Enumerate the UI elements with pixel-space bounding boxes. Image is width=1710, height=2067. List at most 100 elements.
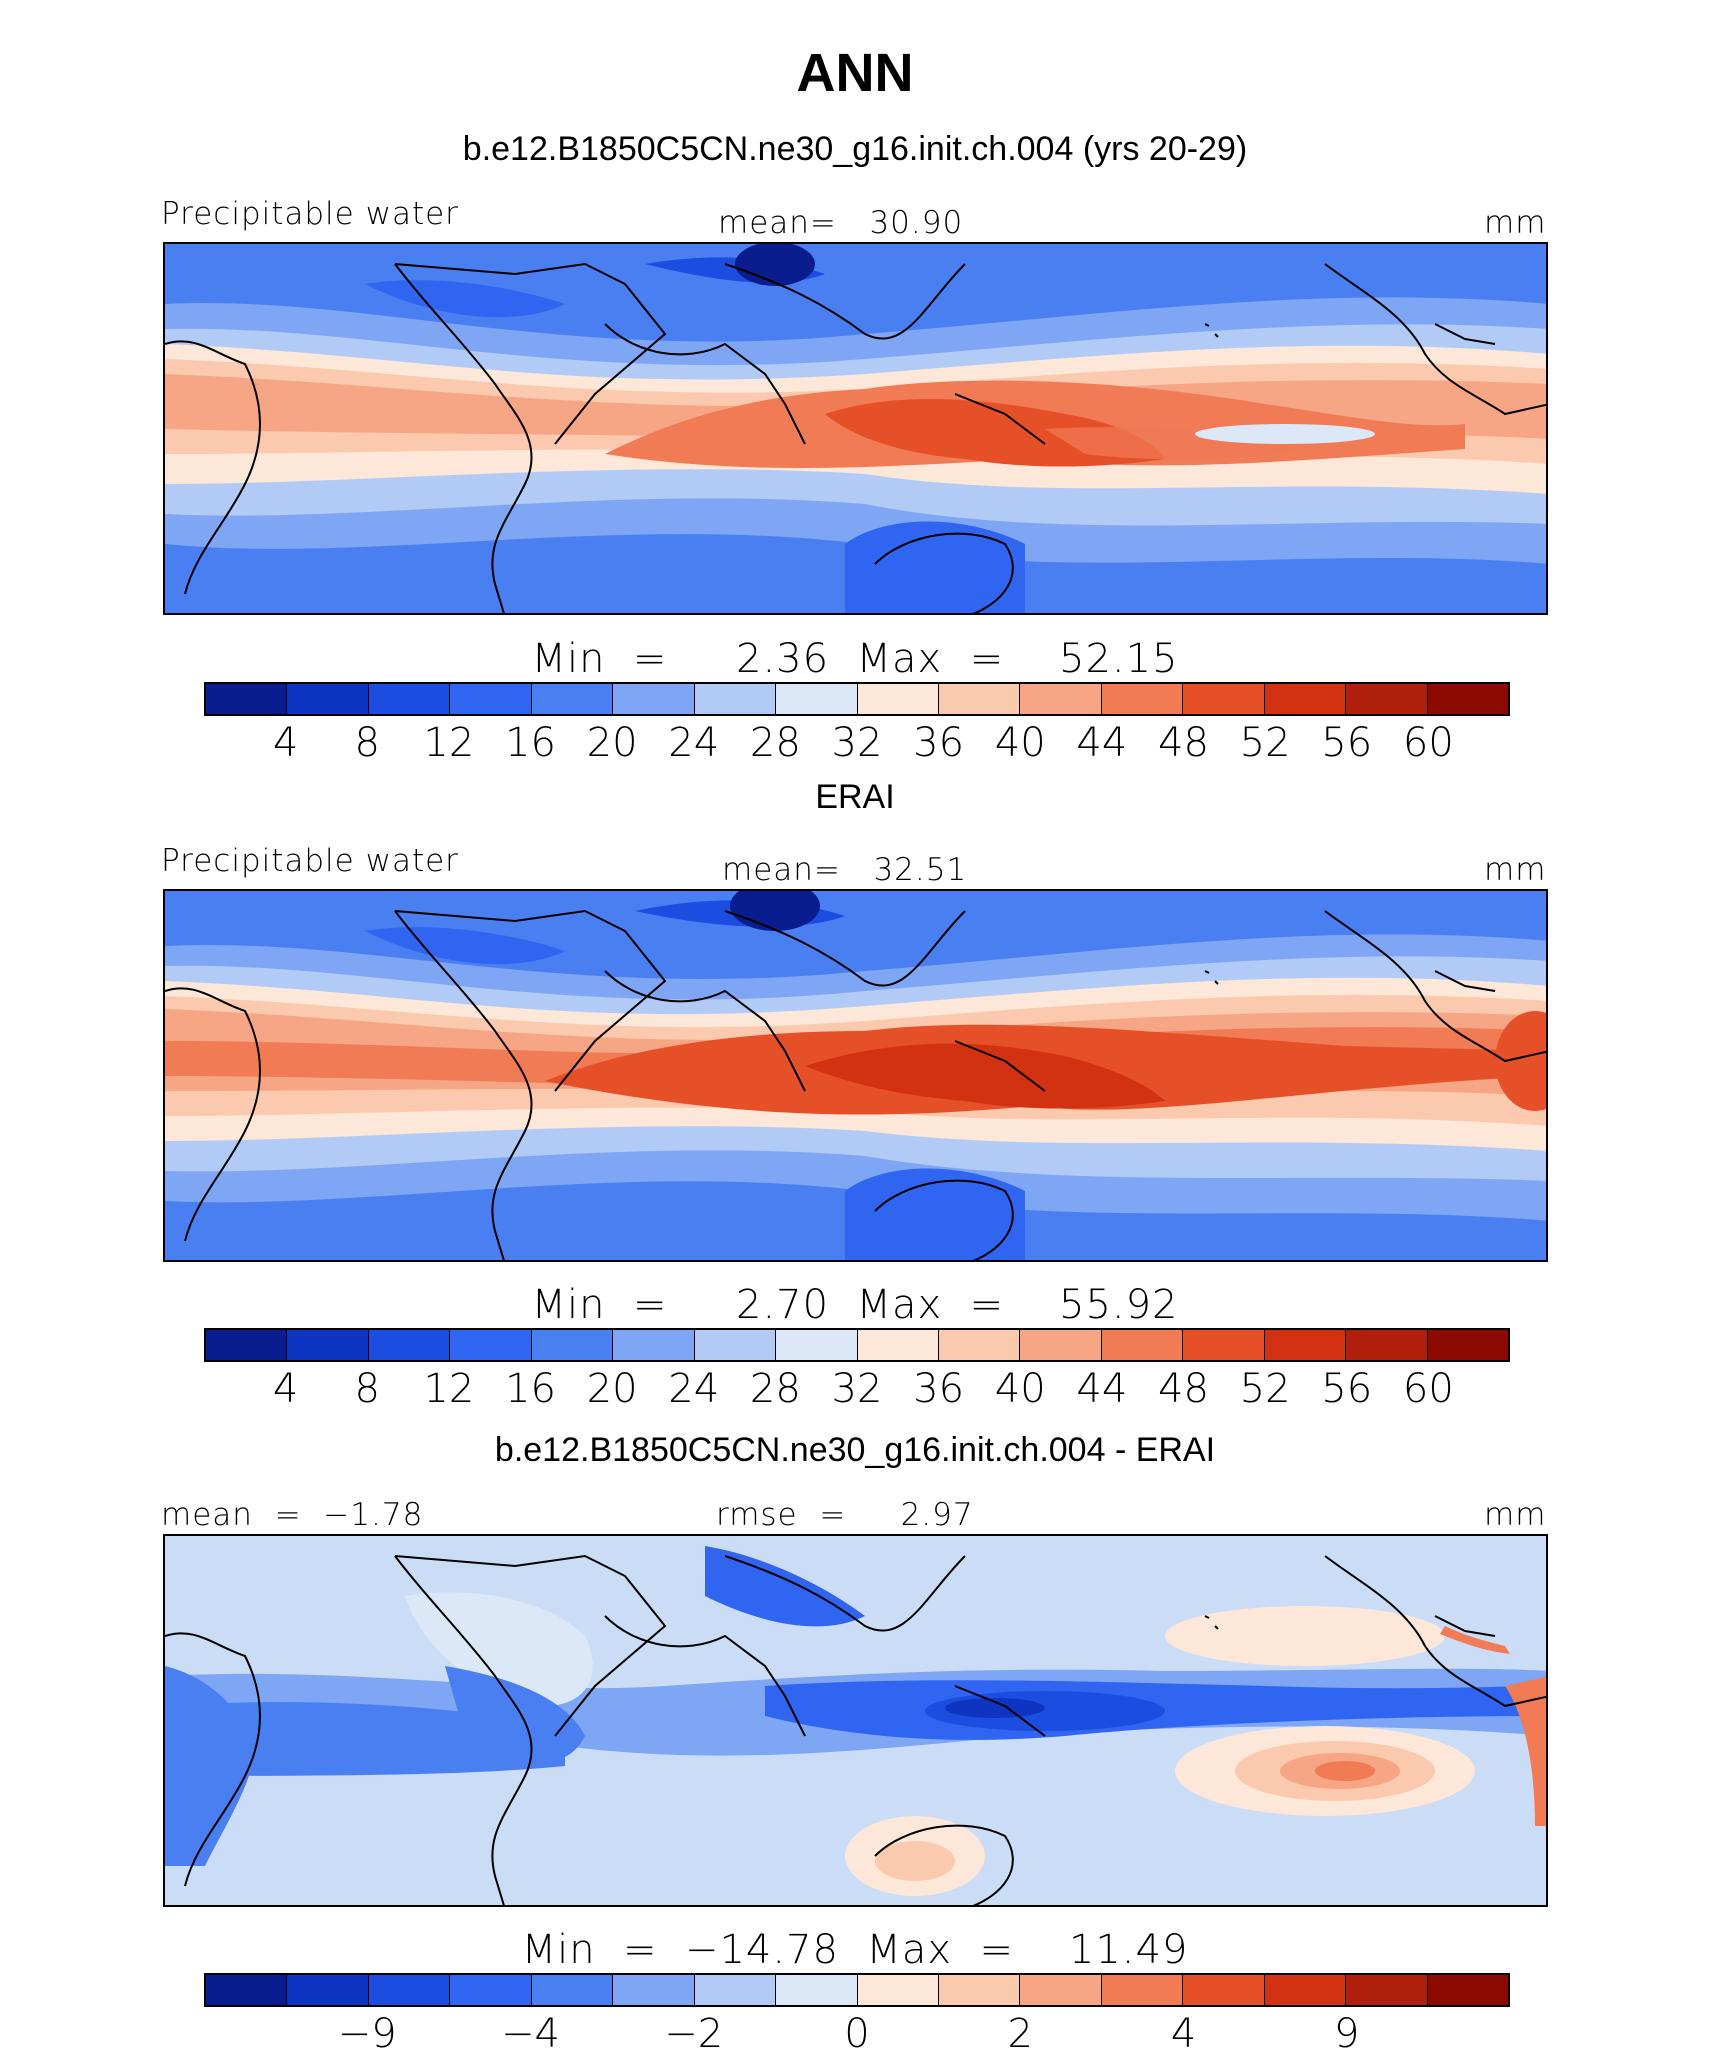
colorbar-tick-label: 56	[1321, 1366, 1373, 1412]
colorbar-swatch	[1427, 1975, 1508, 2005]
colorbar-swatch	[1264, 1975, 1347, 2005]
colorbar-swatch	[1346, 684, 1428, 714]
colorbar-tick-label: 24	[668, 720, 720, 766]
colorbar-ticks-model: 4 8 12 16 20 24 28 32 36 40 44 48 52 56 60	[204, 720, 1510, 770]
colorbar-tick-label: 40	[994, 720, 1046, 766]
panel-title-obs: ERAI	[815, 778, 895, 816]
colorbar-ticks-obs: 4 8 12 16 20 24 28 32 36 40 44 48 52 56 60	[204, 1366, 1510, 1416]
rmse-label-diff: rmse = 2.97	[716, 1497, 974, 1533]
units-label-obs: mm	[1484, 852, 1547, 888]
colorbar-swatch	[1427, 1330, 1508, 1360]
colorbar-tick-label: 16	[505, 720, 556, 766]
colorbar-swatch	[450, 1975, 532, 2005]
colorbar-tick-label: 32	[831, 720, 883, 766]
colorbar-swatch	[287, 1975, 369, 2005]
colorbar-tick-label: 44	[1076, 720, 1128, 766]
colorbar-swatch	[694, 1330, 777, 1360]
colorbar-tick-label: 56	[1321, 720, 1373, 766]
colorbar-tick-label: 4	[272, 720, 299, 766]
units-label-diff: mm	[1484, 1497, 1547, 1533]
colorbar-swatch	[368, 1975, 451, 2005]
colorbar-tick-label: 36	[913, 1366, 965, 1412]
colorbar-swatch	[1183, 1330, 1265, 1360]
colorbar-swatch	[206, 1975, 288, 2005]
colorbar-tick-label: 32	[831, 1366, 883, 1412]
colorbar-tick-label: 8	[354, 720, 380, 766]
colorbar-swatch	[1020, 1330, 1102, 1360]
colorbar-swatch	[1427, 684, 1508, 714]
colorbar-swatch	[1183, 684, 1265, 714]
colorbar-tick-label: 28	[749, 1366, 801, 1412]
colorbar-swatch	[1346, 1330, 1428, 1360]
colorbar-swatch	[1020, 684, 1102, 714]
colorbar-swatch	[450, 684, 532, 714]
colorbar-swatch	[1101, 684, 1184, 714]
colorbar-tick-label: 48	[1158, 1366, 1209, 1412]
map-obs	[163, 889, 1548, 1262]
colorbar-diff	[204, 1973, 1510, 2007]
colorbar-tick-label: 12	[423, 1366, 475, 1412]
colorbar-model	[204, 682, 1510, 716]
colorbar-tick-label: −9	[337, 2011, 397, 2057]
colorbar-tick-label: 8	[354, 1366, 380, 1412]
colorbar-swatch	[694, 1975, 777, 2005]
colorbar-ticks-diff: −9 −4 −2 0 2 4 9	[204, 2011, 1510, 2061]
colorbar-swatch	[857, 1330, 939, 1360]
colorbar-tick-label: 12	[423, 720, 475, 766]
colorbar-tick-label: 20	[586, 720, 638, 766]
colorbar-tick-label: 2	[1007, 2011, 1033, 2057]
minmax-obs: Min = 2.70 Max = 55.92	[531, 1282, 1179, 1328]
colorbar-swatch	[776, 684, 858, 714]
map-diff	[163, 1534, 1548, 1907]
colorbar-swatch	[613, 1330, 695, 1360]
colorbar-tick-label: 4	[272, 1366, 299, 1412]
colorbar-tick-label: 0	[844, 2011, 870, 2057]
colorbar-tick-label: 52	[1239, 720, 1291, 766]
colorbar-swatch	[694, 684, 777, 714]
colorbar-swatch	[531, 1975, 614, 2005]
colorbar-swatch	[1101, 1975, 1184, 2005]
colorbar-tick-label: 44	[1076, 1366, 1128, 1412]
colorbar-tick-label: 9	[1334, 2011, 1360, 2057]
colorbar-tick-label: 40	[994, 1366, 1046, 1412]
colorbar-swatch	[531, 1330, 614, 1360]
panel-title-diff: b.e12.B1850C5CN.ne30_g16.init.ch.004 - E…	[494, 1431, 1216, 1469]
colorbar-swatch	[206, 684, 288, 714]
variable-label-obs: Precipitable water	[161, 843, 459, 879]
colorbar-swatch	[613, 1975, 695, 2005]
variable-label-model: Precipitable water	[161, 196, 459, 232]
colorbar-tick-label: 48	[1158, 720, 1209, 766]
colorbar-tick-label: 28	[749, 720, 801, 766]
colorbar-tick-label: 4	[1170, 2011, 1197, 2057]
colorbar-swatch	[287, 1330, 369, 1360]
colorbar-swatch	[776, 1975, 858, 2005]
minmax-model: Min = 2.36 Max = 52.15	[531, 636, 1179, 682]
colorbar-swatch	[613, 684, 695, 714]
colorbar-tick-label: 20	[586, 1366, 638, 1412]
colorbar-swatch	[1020, 1975, 1102, 2005]
colorbar-swatch	[1101, 1330, 1184, 1360]
colorbar-swatch	[368, 1330, 451, 1360]
colorbar-tick-label: 60	[1402, 1366, 1454, 1412]
colorbar-tick-label: 60	[1402, 720, 1454, 766]
colorbar-swatch	[1264, 1330, 1347, 1360]
colorbar-swatch	[450, 1330, 532, 1360]
colorbar-tick-label: 16	[505, 1366, 556, 1412]
map-model	[163, 242, 1548, 615]
colorbar-swatch	[1264, 684, 1347, 714]
colorbar-obs	[204, 1328, 1510, 1362]
mean-label-diff: mean = −1.78	[161, 1497, 424, 1533]
colorbar-swatch	[1346, 1975, 1428, 2005]
colorbar-swatch	[857, 1975, 939, 2005]
colorbar-swatch	[857, 684, 939, 714]
colorbar-tick-label: 36	[913, 720, 965, 766]
colorbar-tick-label: −2	[664, 2011, 724, 2057]
colorbar-swatch	[206, 1330, 288, 1360]
mean-label-model: mean= 30.90	[718, 205, 964, 241]
colorbar-swatch	[938, 1975, 1021, 2005]
units-label-model: mm	[1484, 205, 1547, 241]
colorbar-tick-label: 24	[668, 1366, 720, 1412]
minmax-diff: Min = −14.78 Max = 11.49	[521, 1927, 1189, 1973]
panel-title-model: b.e12.B1850C5CN.ne30_g16.init.ch.004 (yr…	[462, 130, 1248, 168]
colorbar-swatch	[776, 1330, 858, 1360]
